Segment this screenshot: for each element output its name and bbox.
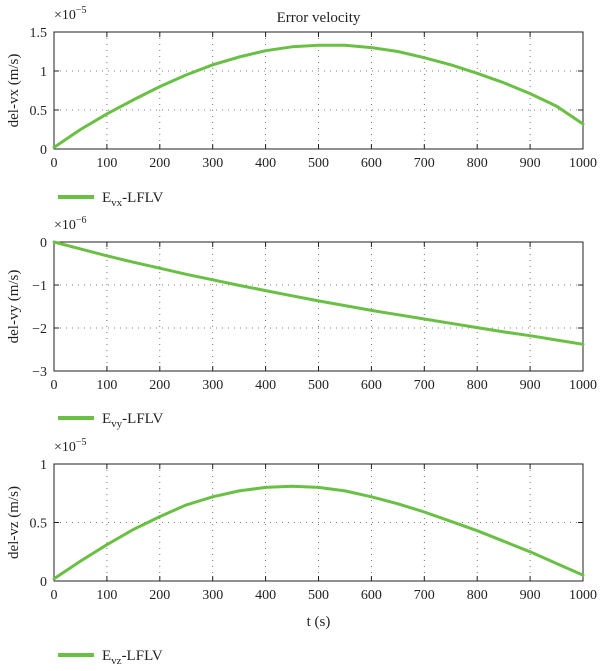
chart-panel-3: 0 100 200 300 400 500 600 700 800 900 1000 0 0.5 1 ×10… xyxy=(6,437,597,667)
y-tick-label: 0.5 xyxy=(30,517,48,532)
x-tick-label: 800 xyxy=(467,378,488,393)
legend-label: Evy-LFLV xyxy=(102,411,163,430)
x-tick-label: 1000 xyxy=(569,156,597,171)
x-tick-label: 400 xyxy=(255,588,276,603)
x-tick-label: 100 xyxy=(96,378,117,393)
y-tick-label: −2 xyxy=(32,322,47,337)
x-tick-label: 100 xyxy=(96,156,117,171)
x-tick-label: 200 xyxy=(149,588,170,603)
y-exponent-label: ×10−5 xyxy=(54,437,87,455)
x-tick-label: 1000 xyxy=(569,378,597,393)
x-tick-label: 600 xyxy=(361,378,382,393)
x-tick-label: 0 xyxy=(51,378,58,393)
x-tick-label: 0 xyxy=(51,156,58,171)
y-axis-label: del-vx (m/s) xyxy=(6,54,22,128)
y-tick-label: 0 xyxy=(40,236,47,251)
x-tick-label: 300 xyxy=(202,588,223,603)
y-tick-label: −3 xyxy=(32,365,47,380)
series-line xyxy=(52,484,585,581)
x-tick-label: 200 xyxy=(149,378,170,393)
x-tick-label: 400 xyxy=(255,156,276,171)
x-tick-label: 800 xyxy=(467,156,488,171)
x-tick-label: 900 xyxy=(520,156,541,171)
x-tick-label: 200 xyxy=(149,156,170,171)
x-tick-label: 700 xyxy=(414,378,435,393)
x-tick-label: 700 xyxy=(414,588,435,603)
x-tick-label: 500 xyxy=(308,378,329,393)
y-tick-label: 1.5 xyxy=(30,26,48,41)
chart-title: Error velocity xyxy=(277,10,361,26)
x-tick-label: 300 xyxy=(202,156,223,171)
y-axis-label: del-vy (m/s) xyxy=(6,270,22,344)
legend-label: Evx-LFLV xyxy=(102,190,163,209)
y-tick-label: 0 xyxy=(40,575,47,590)
y-tick-label: 0.5 xyxy=(30,104,48,119)
y-tick-label: 0 xyxy=(40,143,47,158)
x-tick-label: 600 xyxy=(361,588,382,603)
x-tick-label: 700 xyxy=(414,156,435,171)
legend-label: Evz-LFLV xyxy=(102,648,163,667)
series-line xyxy=(52,240,585,346)
x-tick-label: 1000 xyxy=(569,588,597,603)
x-tick-label: 0 xyxy=(51,588,58,603)
x-tick-label: 100 xyxy=(96,588,117,603)
x-tick-label: 900 xyxy=(520,378,541,393)
x-tick-label: 900 xyxy=(520,588,541,603)
chart-panel-1: 0 100 200 300 400 500 600 700 800 900 1000 0 0.5 1 1.5… xyxy=(6,5,597,209)
y-axis-label: del-vz (m/s) xyxy=(6,486,22,559)
y-tick-label: 1 xyxy=(40,65,47,80)
x-tick-label: 500 xyxy=(308,156,329,171)
x-tick-label: 300 xyxy=(202,378,223,393)
y-tick-label: 1 xyxy=(40,458,47,473)
y-tick-label: −1 xyxy=(32,279,47,294)
x-tick-label: 600 xyxy=(361,156,382,171)
x-axis-label: t (s) xyxy=(307,614,331,630)
x-tick-label: 400 xyxy=(255,378,276,393)
y-exponent-label: ×10−5 xyxy=(54,5,87,23)
plot-frame xyxy=(53,31,584,150)
x-tick-label: 500 xyxy=(308,588,329,603)
y-exponent-label: ×10−6 xyxy=(54,215,87,233)
series-line xyxy=(52,43,585,149)
chart-panel-2: 0 100 200 300 400 500 600 700 800 900 1000 0 −1 −2 −3 ×… xyxy=(6,215,597,430)
x-tick-label: 800 xyxy=(467,588,488,603)
